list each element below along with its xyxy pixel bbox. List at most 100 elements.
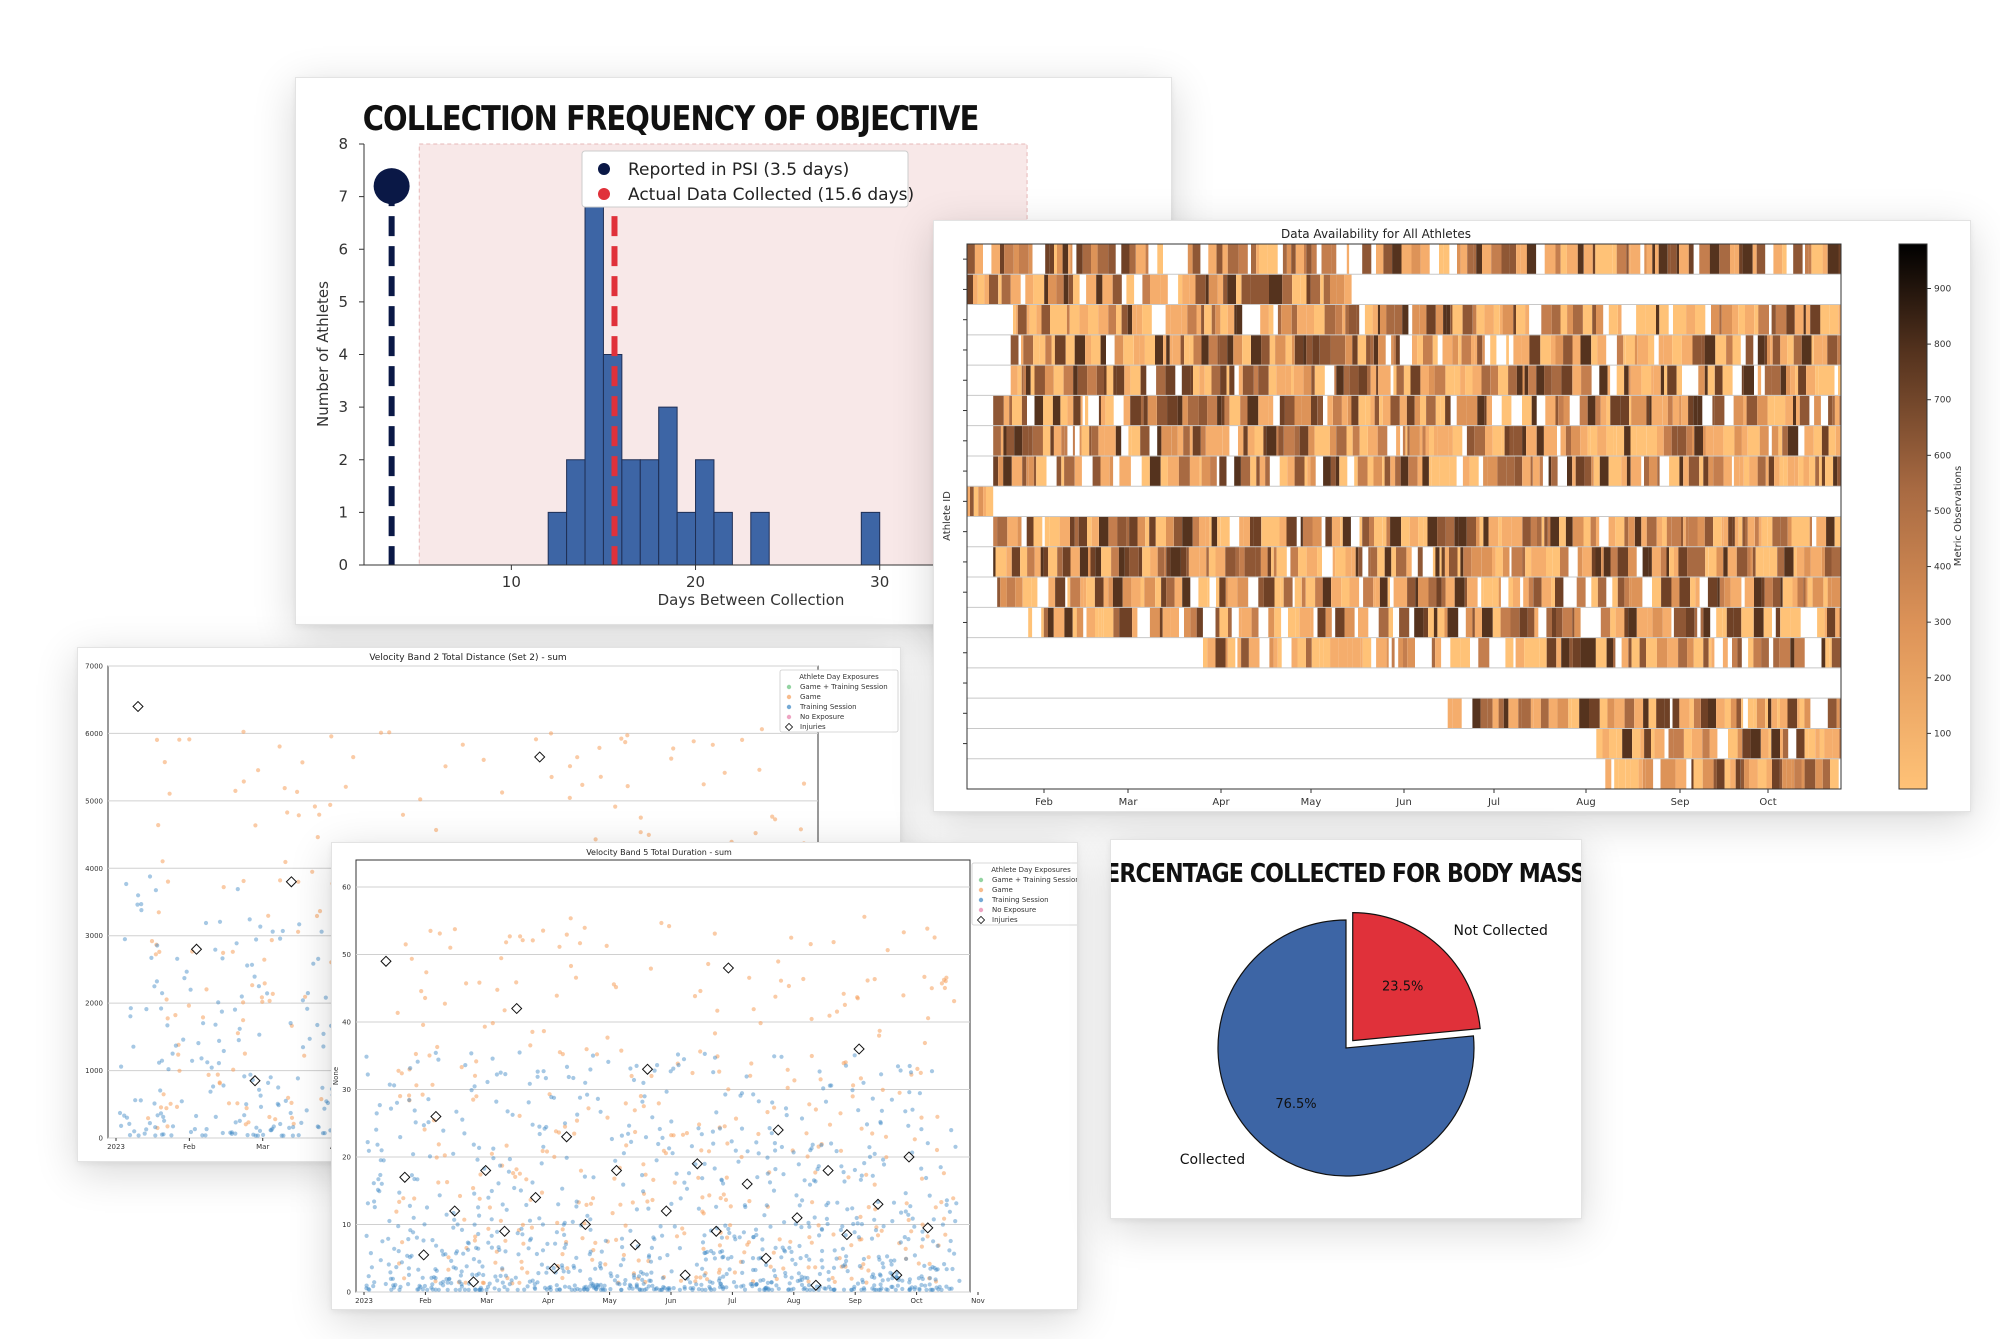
- v5-game-point: [442, 1001, 447, 1006]
- v5-game-point: [742, 1250, 747, 1255]
- v5-game-point: [712, 931, 717, 936]
- v5-game-point: [807, 1235, 812, 1240]
- v5-training-point: [725, 1256, 731, 1261]
- v2-training-point: [321, 1031, 326, 1036]
- v5-training-point: [760, 1237, 765, 1242]
- heatmap-cell: [1488, 516, 1499, 547]
- v5-game-point: [747, 1199, 752, 1204]
- heatmap-cell: [1493, 304, 1500, 335]
- v5-training-point: [878, 1287, 883, 1292]
- v2-game-point: [177, 1068, 182, 1073]
- heatmap-cell: [1551, 455, 1558, 487]
- heatmap-cell: [1679, 455, 1684, 487]
- heatmap-cell: [1709, 244, 1720, 275]
- v2-game-point: [296, 813, 301, 818]
- heatmap-cell: [1711, 304, 1720, 335]
- v2-game-point: [285, 810, 290, 815]
- v5-training-point: [569, 1287, 574, 1292]
- heatmap-cell: [1130, 365, 1141, 396]
- heatmap-cell: [1193, 334, 1202, 366]
- heatmap-cell: [1767, 516, 1773, 547]
- v2-training-point: [245, 1133, 250, 1138]
- v2-game-point: [176, 1042, 181, 1047]
- v2-training-point: [124, 881, 129, 887]
- heatmap-cell: [1482, 244, 1492, 275]
- v2-training-point: [257, 1032, 262, 1037]
- heatmap-cell: [1323, 637, 1331, 668]
- colorbar-tick-label: 100: [1934, 729, 1951, 739]
- v5-training-point: [434, 1268, 439, 1273]
- heatmap-cell: [1308, 425, 1315, 456]
- v5-training-point: [519, 1226, 524, 1231]
- v5-game-point: [544, 1149, 550, 1154]
- heatmap-cell: [1454, 365, 1461, 396]
- v5-game-point: [631, 1271, 636, 1276]
- v2-legend-label: Training Session: [799, 703, 857, 711]
- v5-training-point: [634, 1282, 639, 1287]
- heatmap-cell: [1040, 546, 1044, 578]
- v5-training-point: [364, 1283, 369, 1288]
- v5-training-point: [371, 1284, 376, 1289]
- v2-training-point: [220, 1130, 225, 1136]
- heatmap-cell: [1540, 334, 1551, 366]
- heatmap-cell: [1787, 516, 1792, 547]
- heatmap-cell: [1163, 334, 1167, 366]
- heatmap-cell: [1317, 395, 1323, 426]
- heatmap-cell: [1132, 304, 1137, 335]
- heatmap-cell: [1088, 304, 1099, 335]
- heatmap-cell: [1076, 244, 1083, 275]
- heatmap-cell: [1142, 304, 1152, 335]
- v2-training-point: [182, 976, 187, 981]
- v5-training-point: [364, 1286, 369, 1291]
- v5-game-point: [807, 1102, 812, 1107]
- heatmap-cell: [1225, 637, 1228, 668]
- heatmap-cell: [1548, 698, 1558, 729]
- heatmap-cell: [1780, 577, 1783, 608]
- v5-training-point: [924, 1287, 929, 1292]
- v5-training-point: [593, 1266, 598, 1271]
- heatmap-cell: [1801, 516, 1810, 547]
- v5-training-point: [950, 1266, 955, 1272]
- heatmap-cell: [1188, 546, 1200, 578]
- v5-game-point: [809, 1016, 814, 1022]
- heatmap-cell: [1809, 516, 1812, 547]
- heatmap-cell: [1738, 516, 1743, 547]
- v5-injury-marker: [679, 1269, 691, 1281]
- v5-training-point: [527, 1279, 532, 1284]
- v5-game-point: [556, 1130, 561, 1135]
- v5-training-point: [754, 1232, 759, 1238]
- heatmap-cell: [1402, 425, 1406, 456]
- v5-game-point: [855, 995, 860, 1000]
- v5-training-point: [812, 1215, 817, 1220]
- heatmap-cell: [1109, 455, 1114, 487]
- heatmap-cell: [1294, 577, 1302, 608]
- v5-game-point: [919, 1244, 925, 1249]
- v2-game-point: [351, 755, 356, 760]
- v5-training-point: [407, 1203, 412, 1208]
- v5-training-point: [796, 1162, 801, 1167]
- heatmap-cell: [1831, 577, 1841, 608]
- heatmap-cell: [1415, 577, 1418, 608]
- heatmap-cell: [1128, 425, 1132, 456]
- heatmap-cell: [1156, 365, 1166, 396]
- v5-training-point: [810, 1142, 815, 1147]
- heatmap-cell: [1741, 698, 1744, 729]
- heatmap-cell: [1227, 274, 1237, 305]
- heatmap-cell: [1086, 274, 1097, 305]
- v5-training-point: [720, 1255, 725, 1260]
- heatmap-cell: [1277, 304, 1282, 335]
- v5-game-point: [445, 1180, 450, 1185]
- heatmap-cell: [1825, 637, 1830, 668]
- heatmap-cell: [1466, 395, 1478, 426]
- v5-game-point: [397, 1261, 402, 1266]
- heatmap-cell: [1839, 607, 1841, 638]
- heatmap-cell: [1310, 455, 1316, 487]
- heatmap-cell: [1041, 607, 1044, 638]
- heatmap-cell: [1094, 577, 1104, 608]
- v5-game-point: [507, 934, 512, 939]
- v5-training-point: [407, 1255, 413, 1260]
- v5-training-point: [948, 1238, 953, 1244]
- v5-training-point: [931, 1239, 936, 1244]
- heatmap-cell: [1637, 395, 1647, 426]
- v2-game-point: [310, 869, 315, 874]
